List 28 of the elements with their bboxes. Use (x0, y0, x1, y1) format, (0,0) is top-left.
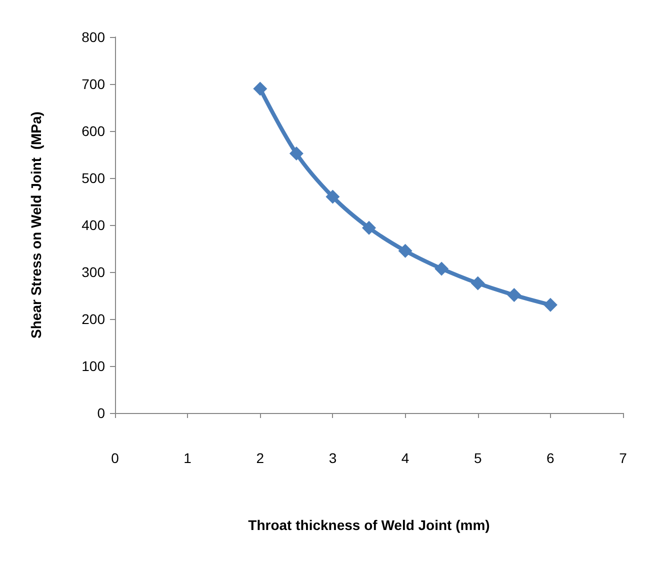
point (253, 82, 268, 96)
y-tick-label: 200 (82, 311, 106, 327)
point (543, 298, 558, 312)
point (434, 262, 449, 276)
y-tick-label: 300 (82, 264, 106, 280)
y-tick-label: 500 (82, 170, 106, 186)
x-tick-label: 2 (256, 450, 264, 466)
y-tick-label: 600 (82, 123, 106, 139)
x-tick-label: 6 (546, 450, 555, 466)
point (398, 244, 412, 258)
x-tick-label: 5 (474, 450, 482, 466)
y-tick-label: 100 (82, 358, 106, 374)
x-axis-title: Throat thickness of Weld Joint (mm) (248, 517, 490, 533)
y-tick-label: 700 (82, 76, 106, 92)
point (470, 276, 485, 290)
y-axis-title: Shear Stress on Weld Joint (MPa) (28, 112, 44, 338)
x-tick-label: 3 (328, 450, 337, 466)
x-tick-label: 1 (184, 450, 192, 466)
x-tick-label: 0 (111, 450, 120, 466)
point (362, 220, 376, 235)
point (507, 288, 522, 302)
y-tick-label: 0 (97, 405, 106, 421)
x-tick-label: 7 (619, 450, 628, 466)
y-tick-label: 800 (82, 29, 106, 45)
point (289, 146, 304, 161)
x-tick-label: 4 (401, 450, 410, 466)
point (326, 190, 340, 204)
y-tick-label: 400 (82, 217, 106, 233)
